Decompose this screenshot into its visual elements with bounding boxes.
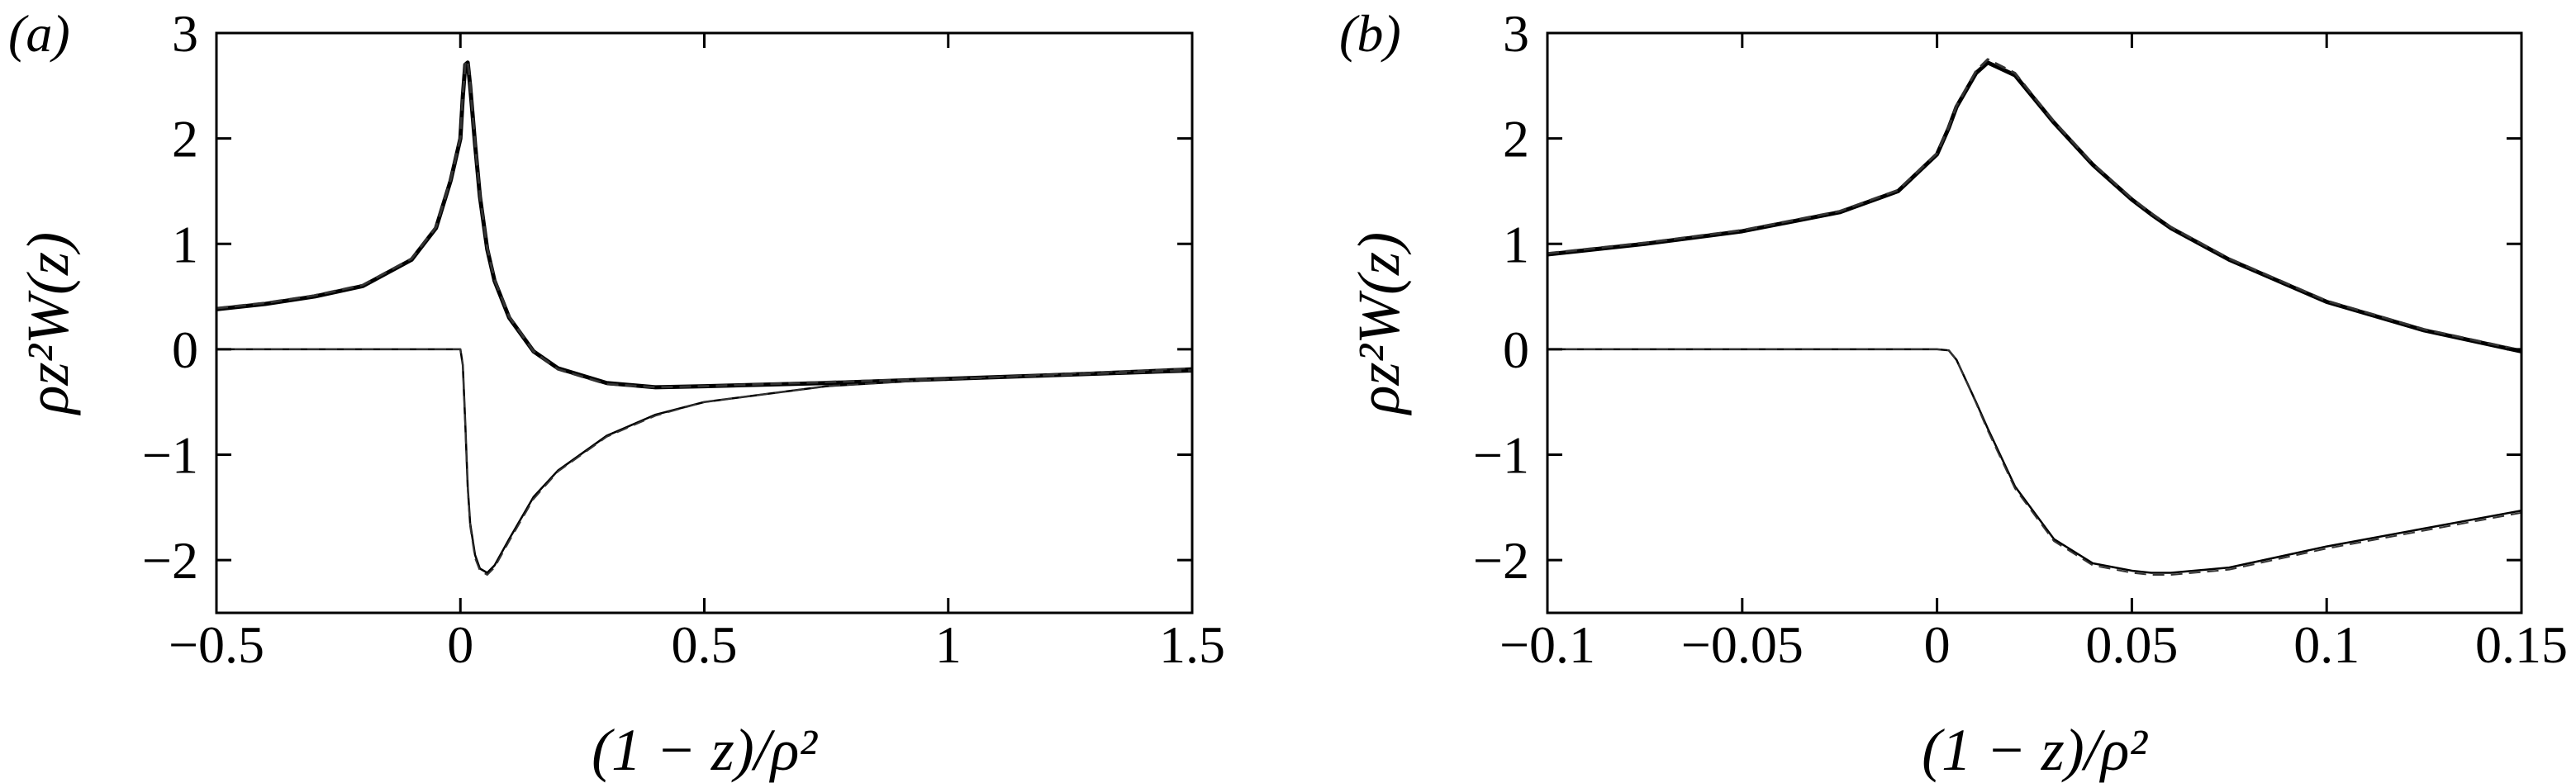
y-tick-label: 0 [172, 320, 198, 379]
x-tick-label: 0.5 [672, 615, 738, 674]
y-tick-label: 1 [1503, 215, 1529, 273]
x-tick-label: 0 [1924, 615, 1951, 674]
y-tick-label: −1 [142, 426, 198, 485]
x-tick-label: 1.5 [1159, 615, 1225, 674]
x-tick-label: 0 [447, 615, 473, 674]
x-tick-label: 0.05 [2085, 615, 2178, 674]
axes-frame [215, 31, 1194, 615]
x-axis-label: (1 − z)/ρ² [592, 717, 818, 783]
y-tick-label: 3 [172, 4, 198, 63]
x-tick-label: −0.5 [169, 615, 264, 674]
y-tick-label: −2 [142, 531, 198, 590]
x-tick-label: 0.1 [2293, 615, 2360, 674]
y-tick-label: 2 [1503, 110, 1529, 168]
x-axis-label: (1 − z)/ρ² [1922, 717, 2148, 783]
y-axis-label: ρz²W(z) [15, 232, 81, 415]
line-series [216, 348, 1192, 574]
line-series [216, 60, 1192, 390]
panel-label: (a) [8, 4, 70, 63]
line-series [1547, 60, 2521, 354]
panel: −0.1 −0.05 0 0.05 0.1 0.15 −2 −1 0 1 2 3 (1 − z)/ρ² ρ… [1339, 4, 2568, 783]
y-tick-label: 3 [1503, 4, 1529, 63]
line-series [216, 59, 1192, 389]
panel: −0.5 0 0.5 1 1.5 −2 −1 0 1 2 3 (1 − z)/ρ² ρz²W(z) (a) [8, 4, 1225, 783]
y-tick-label: −2 [1473, 531, 1529, 590]
y-tick-label: 0 [1503, 320, 1529, 379]
x-tick-label: −0.05 [1681, 615, 1804, 674]
x-tick-label: 0.15 [2475, 615, 2568, 674]
y-tick-label: 2 [172, 110, 198, 168]
y-tick-label: 1 [172, 215, 198, 273]
axes-frame [1546, 31, 2523, 615]
line-series [1547, 58, 2521, 352]
x-tick-label: 1 [935, 615, 962, 674]
y-tick-label: −1 [1473, 426, 1529, 485]
line-series [216, 348, 1192, 577]
panel-label: (b) [1339, 4, 1401, 63]
x-tick-label: −0.1 [1499, 615, 1595, 674]
line-series [1547, 348, 2521, 577]
y-axis-label: ρz²W(z) [1346, 232, 1412, 415]
